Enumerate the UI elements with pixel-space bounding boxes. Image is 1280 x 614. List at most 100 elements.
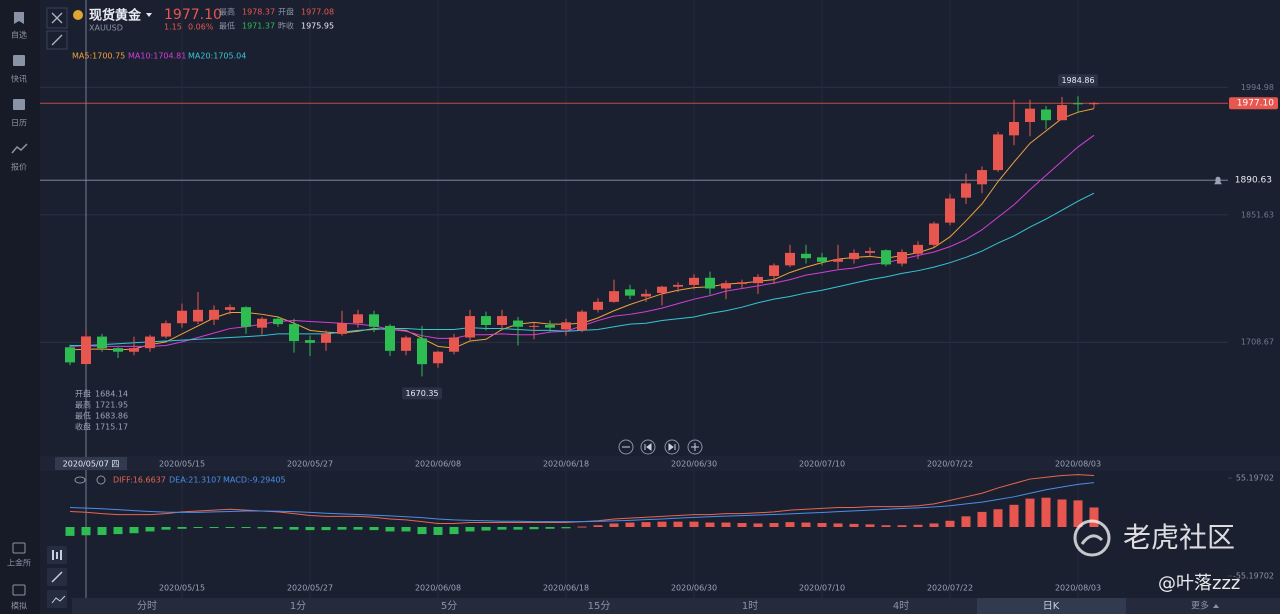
instrument-name[interactable]: 现货黄金 — [89, 8, 142, 24]
sidebar-label: 模拟 — [11, 601, 27, 611]
candle-body — [929, 223, 939, 245]
macd-bar — [1089, 507, 1099, 527]
tool-button[interactable] — [47, 568, 67, 586]
macd-bar — [433, 527, 443, 535]
candle-body — [177, 310, 187, 324]
candle-body — [513, 320, 523, 327]
timeframe[interactable]: 15分 — [588, 600, 611, 612]
icon-sim — [12, 584, 26, 596]
candle-body — [881, 250, 891, 265]
candle-body — [577, 311, 587, 331]
candle-body — [97, 336, 107, 349]
candle-body — [849, 252, 859, 260]
candle-body — [113, 348, 123, 352]
macd-bar — [961, 516, 971, 527]
macd-bar — [817, 523, 827, 527]
candle-body — [417, 338, 427, 365]
sidebar-item[interactable]: 上金所 — [7, 542, 31, 568]
candle-body — [225, 307, 235, 310]
gold-icon — [73, 10, 83, 20]
stat-value: 1971.37 — [242, 22, 275, 31]
candle-body — [65, 347, 75, 363]
low-label: 1670.35 — [405, 389, 438, 398]
sidebar-item[interactable]: 报价 — [11, 143, 28, 172]
macd-bar — [337, 527, 347, 530]
sidebar-item[interactable]: 日历 — [11, 99, 27, 128]
timeframe[interactable]: 分时 — [137, 600, 157, 612]
macd-bar — [97, 527, 107, 535]
scroll-left[interactable] — [640, 439, 656, 455]
timeframe[interactable]: 5分 — [441, 600, 457, 612]
tool-button[interactable] — [47, 546, 67, 564]
candle-body — [545, 325, 555, 328]
sidebar-label: 报价 — [11, 162, 27, 172]
candle-body — [497, 316, 507, 325]
icon-close — [51, 12, 63, 24]
candle-body — [337, 323, 347, 334]
candle-body — [369, 314, 379, 327]
alert-bell[interactable] — [1214, 176, 1222, 185]
macd-bar — [161, 527, 171, 530]
macd-bar — [513, 527, 523, 530]
macd-bar — [497, 527, 507, 530]
x-tick-label: 2020/07/22 — [927, 460, 973, 469]
close-button[interactable] — [46, 7, 68, 29]
chart-layers: 1708.67 1851.63 1994.98 2020/05/15 2020/05/1… — [40, 0, 1278, 598]
sidebar — [0, 0, 40, 614]
tool-button[interactable] — [47, 590, 67, 608]
timeframe-bar — [40, 598, 1280, 614]
sidebar-item[interactable]: 模拟 — [11, 584, 27, 611]
macd-bar — [753, 523, 763, 527]
x-tick-label: 2020/06/30 — [671, 460, 717, 469]
timeframe[interactable]: 日K — [1043, 601, 1060, 612]
y-tick-label: 1994.98 — [1241, 83, 1274, 92]
y-tick-label: 1708.67 — [1241, 338, 1274, 347]
toggle-visibility[interactable] — [74, 476, 86, 484]
more-caret[interactable] — [1213, 604, 1219, 608]
macd-bar — [305, 527, 315, 531]
macd-bar — [113, 527, 123, 535]
button-frame — [46, 7, 68, 29]
sidebar-item[interactable]: 快讯 — [11, 55, 27, 84]
price-change-pct: 0.06% — [188, 23, 214, 32]
x-tick-label: 2020/06/18 — [543, 584, 589, 593]
ohlc-value: 1721.95 — [95, 401, 128, 410]
candle-body — [145, 336, 155, 349]
ohlc-label: 开盘 — [75, 389, 91, 399]
macd-bar — [705, 522, 715, 527]
high-label: 1984.86 — [1061, 76, 1094, 85]
y-tick-label: 55.19702 — [1236, 474, 1274, 483]
x-tick-label: 2020/07/22 — [927, 584, 973, 593]
macd-legend: MACD:-9.29405 — [223, 476, 286, 485]
zoom-out[interactable] — [618, 439, 634, 455]
macd-line — [69, 482, 1095, 523]
candle-body — [833, 259, 843, 262]
icon-calendar — [13, 99, 25, 110]
timeframe[interactable]: 1时 — [742, 600, 758, 612]
candle-body — [1041, 109, 1051, 121]
icon — [668, 443, 676, 451]
candle-body — [1073, 103, 1083, 105]
x-tick-label: 2020/08/03 — [1055, 460, 1101, 469]
macd-bar — [545, 527, 555, 529]
candle-body — [801, 253, 811, 259]
timeframe[interactable]: 1分 — [290, 600, 306, 612]
candle-body — [993, 134, 1003, 171]
stat-label: 开盘 — [278, 7, 294, 17]
timeframe[interactable]: 更多 — [1191, 600, 1209, 612]
x-tick-label: 2020/05/27 — [287, 460, 333, 469]
sidebar-item[interactable]: 自选 — [11, 12, 27, 40]
macd-bar — [129, 527, 139, 534]
watermark-logo — [1073, 519, 1111, 557]
ohlc-label: 收盘 — [75, 422, 91, 432]
candle-body — [465, 316, 475, 338]
indicator-settings[interactable] — [96, 475, 106, 485]
scroll-right[interactable] — [664, 439, 680, 455]
x-tick-label: 2020/06/30 — [671, 584, 717, 593]
timeframe[interactable]: 4时 — [893, 600, 909, 612]
draw-tool-button[interactable] — [46, 30, 68, 50]
zoom-in[interactable] — [687, 439, 703, 455]
dropdown-caret[interactable] — [146, 13, 152, 17]
watermark-user: @叶落zzz — [1158, 573, 1240, 594]
